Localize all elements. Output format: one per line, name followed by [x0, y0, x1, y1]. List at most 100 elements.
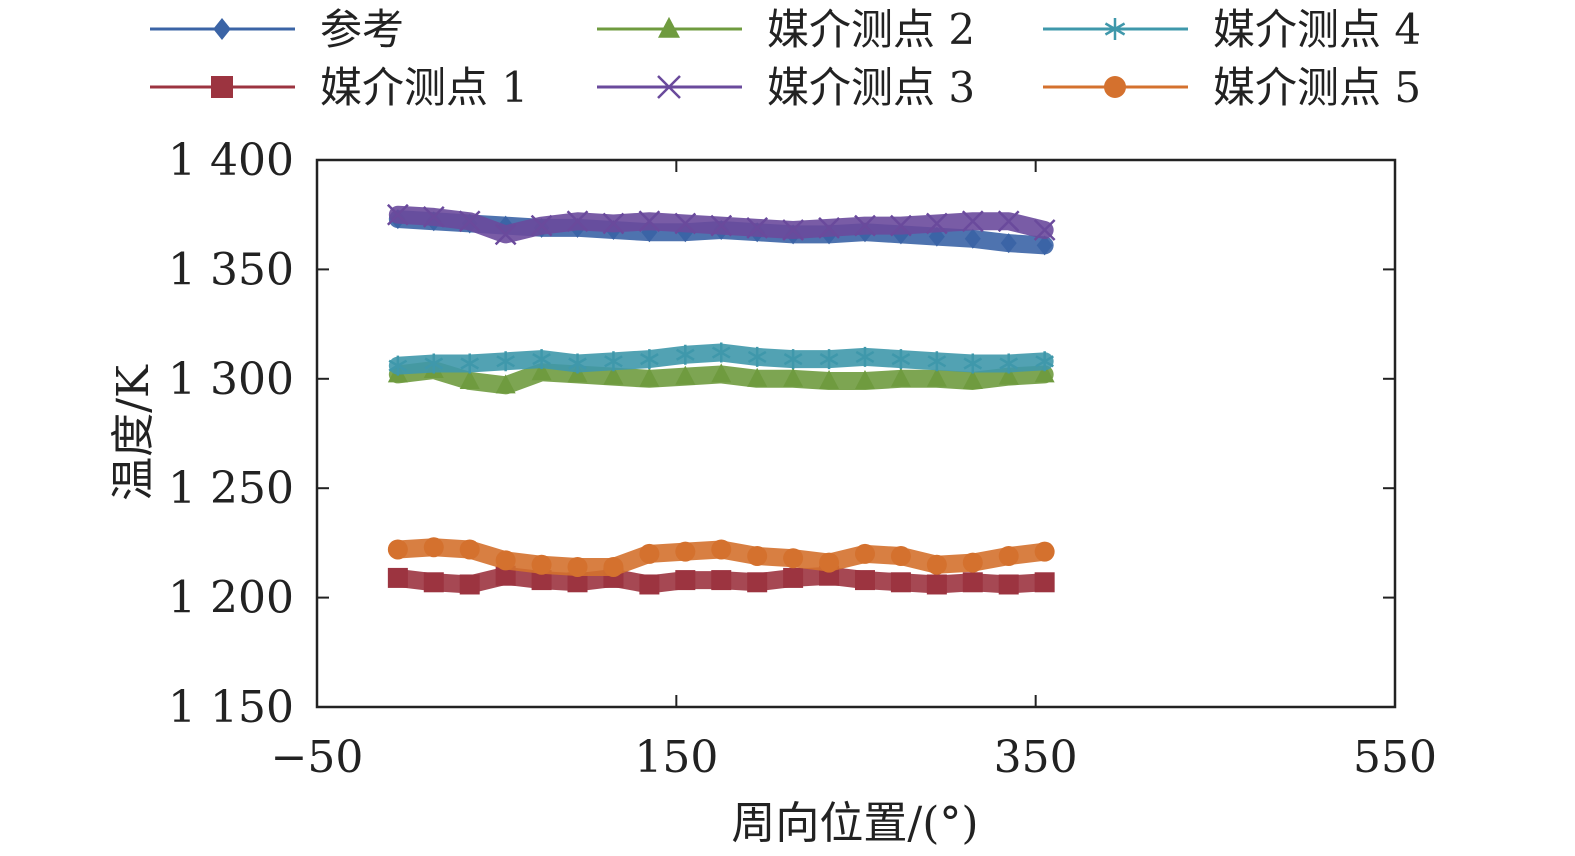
- data-point: [711, 539, 732, 560]
- legend-marker: [1104, 76, 1126, 98]
- data-point: [423, 537, 444, 558]
- data-point: [495, 374, 516, 394]
- data-marks: [386, 203, 1056, 595]
- data-point: [639, 574, 660, 595]
- legend-item: 参考: [150, 5, 404, 54]
- legend-label: 媒介测点 2: [767, 5, 975, 54]
- data-point: [854, 543, 875, 564]
- data-point: [602, 212, 625, 235]
- x-tick-label: −50: [271, 732, 364, 783]
- data-point: [603, 365, 624, 385]
- data-point: [567, 572, 588, 593]
- data-point: [962, 369, 983, 389]
- data-point: [422, 206, 445, 228]
- y-tick-label: 1 400: [168, 135, 294, 186]
- data-point: [604, 351, 623, 372]
- legend-marker: [657, 75, 681, 99]
- legend-item: 媒介测点 1: [150, 63, 528, 112]
- data-point: [638, 210, 661, 233]
- data-point: [531, 361, 552, 381]
- data-point: [531, 554, 552, 575]
- data-point: [387, 539, 408, 560]
- data-point: [746, 216, 769, 239]
- legend-marker: [658, 16, 680, 38]
- x-tick-label: 150: [634, 732, 718, 783]
- y-tick-label: 1 150: [168, 682, 294, 733]
- data-point: [890, 546, 911, 567]
- legend-item: 媒介测点 4: [1043, 5, 1421, 54]
- data-point: [747, 346, 767, 367]
- data-point: [675, 344, 695, 365]
- data-point: [962, 552, 983, 573]
- legend-label: 参考: [320, 5, 404, 54]
- y-tick-label: 1 250: [168, 463, 294, 514]
- data-point: [675, 570, 696, 591]
- axis-ticks: −50 150 350 550 1 150 1 200 1 250 1 300 1 350 1 4…: [168, 135, 1437, 783]
- data-point: [530, 214, 553, 237]
- data-point: [998, 365, 1019, 385]
- data-point: [496, 351, 515, 372]
- data-point: [747, 572, 768, 593]
- data-point: [711, 363, 732, 383]
- data-point: [603, 556, 624, 577]
- data-point: [890, 214, 912, 237]
- legend-item: 媒介测点 5: [1043, 63, 1421, 112]
- data-point: [747, 367, 768, 387]
- data-point: [890, 367, 911, 387]
- data-point: [387, 567, 408, 588]
- data-point: [927, 351, 947, 372]
- data-point: [890, 572, 911, 593]
- data-point: [925, 212, 948, 235]
- data-point: [854, 214, 876, 237]
- data-point: [674, 212, 697, 235]
- series-6: [387, 537, 1055, 577]
- data-point: [819, 552, 840, 573]
- data-point: [388, 355, 408, 376]
- data-point: [1034, 363, 1055, 383]
- data-point: [783, 548, 804, 569]
- legend-label: 媒介测点 4: [1213, 5, 1421, 54]
- data-point: [711, 570, 732, 591]
- data-point: [460, 353, 480, 374]
- data-point: [854, 369, 875, 389]
- data-point: [459, 539, 480, 560]
- x-tick-label: 550: [1353, 732, 1437, 783]
- data-point: [964, 228, 981, 249]
- series-2: [387, 565, 1055, 595]
- data-point: [926, 367, 947, 387]
- y-tick-label: 1 300: [168, 354, 294, 405]
- y-tick-label: 1 200: [168, 573, 294, 624]
- x-axis-label: 周向位置/(°): [731, 798, 978, 849]
- series-4: [386, 203, 1056, 246]
- y-tick-label: 1 350: [168, 244, 294, 295]
- data-point: [818, 216, 840, 239]
- data-point: [424, 353, 444, 374]
- data-point: [1033, 219, 1056, 241]
- series-5: [388, 342, 1054, 376]
- x-tick-label: 350: [994, 732, 1078, 783]
- data-point: [495, 550, 516, 571]
- legend-marker: [1104, 18, 1126, 40]
- data-point: [532, 349, 551, 370]
- data-point: [459, 369, 480, 389]
- data-point: [386, 203, 409, 226]
- legend-marker: [213, 18, 231, 40]
- legend-item: 媒介测点 3: [597, 63, 975, 112]
- data-point: [819, 369, 840, 389]
- data-point: [961, 210, 984, 233]
- data-point: [495, 565, 516, 586]
- legend-label: 媒介测点 1: [320, 63, 528, 112]
- data-point: [926, 554, 947, 575]
- data-point: [639, 543, 660, 564]
- data-point: [926, 574, 947, 595]
- plot-frame: [315, 158, 1397, 709]
- data-point: [891, 349, 911, 370]
- data-point: [998, 574, 1019, 595]
- data-point: [1034, 541, 1055, 562]
- data-point: [997, 210, 1020, 233]
- data-point: [963, 353, 983, 374]
- legend-label: 媒介测点 5: [1213, 63, 1421, 112]
- data-point: [531, 570, 552, 591]
